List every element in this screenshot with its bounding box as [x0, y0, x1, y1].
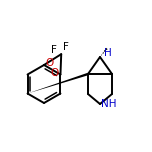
Text: F: F: [51, 45, 57, 55]
Text: H: H: [104, 48, 112, 58]
Text: NH: NH: [101, 99, 117, 109]
Text: O: O: [45, 59, 54, 69]
Text: F: F: [63, 42, 69, 52]
Text: O: O: [51, 68, 59, 78]
Polygon shape: [28, 73, 88, 93]
